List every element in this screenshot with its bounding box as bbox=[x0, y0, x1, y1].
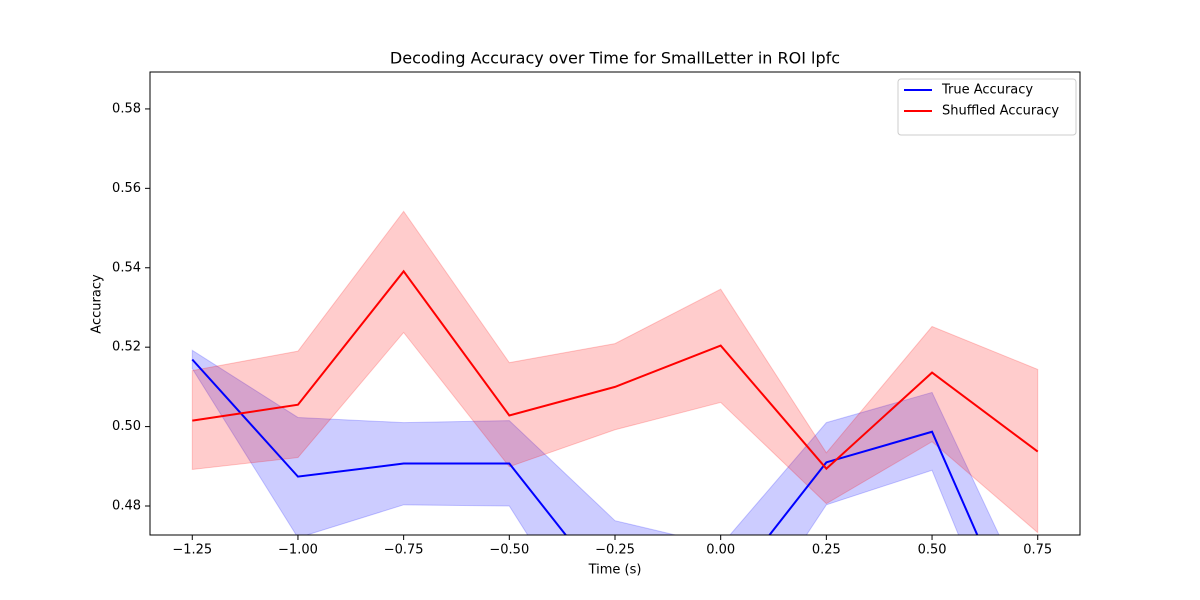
y-tick-label: 0.56 bbox=[112, 181, 141, 196]
x-tick-label: 0.50 bbox=[918, 543, 947, 558]
confidence-band bbox=[191, 349, 1000, 535]
data-line bbox=[191, 358, 979, 535]
y-axis-label: Accuracy bbox=[90, 274, 105, 334]
data-line bbox=[192, 269, 1039, 471]
legend-box bbox=[897, 78, 1077, 136]
x-tick-label: −1.25 bbox=[172, 543, 212, 558]
plot-area bbox=[191, 210, 1039, 535]
plot-frame bbox=[149, 71, 1081, 536]
x-tick-label: −0.50 bbox=[489, 543, 529, 558]
x-tick-label: −0.25 bbox=[595, 543, 635, 558]
x-tick-label: 0.75 bbox=[1023, 543, 1052, 558]
y-tick-label: 0.50 bbox=[112, 419, 141, 434]
y-tick-label: 0.52 bbox=[112, 340, 141, 355]
y-tick-label: 0.54 bbox=[112, 260, 141, 275]
x-tick-label: −0.75 bbox=[384, 543, 424, 558]
legend-label: Shuffled Accuracy bbox=[942, 104, 1059, 119]
confidence-band bbox=[191, 210, 1039, 534]
y-tick-label: 0.58 bbox=[112, 101, 141, 116]
chart-title: Decoding Accuracy over Time for SmallLet… bbox=[390, 49, 840, 68]
x-tick-label: −1.00 bbox=[278, 543, 318, 558]
legend-label: True Accuracy bbox=[941, 83, 1033, 98]
x-tick-label: 0.25 bbox=[812, 543, 841, 558]
y-tick-label: 0.48 bbox=[112, 499, 141, 514]
x-tick-label: 0.00 bbox=[706, 543, 735, 558]
x-axis-label: Time (s) bbox=[588, 563, 642, 578]
